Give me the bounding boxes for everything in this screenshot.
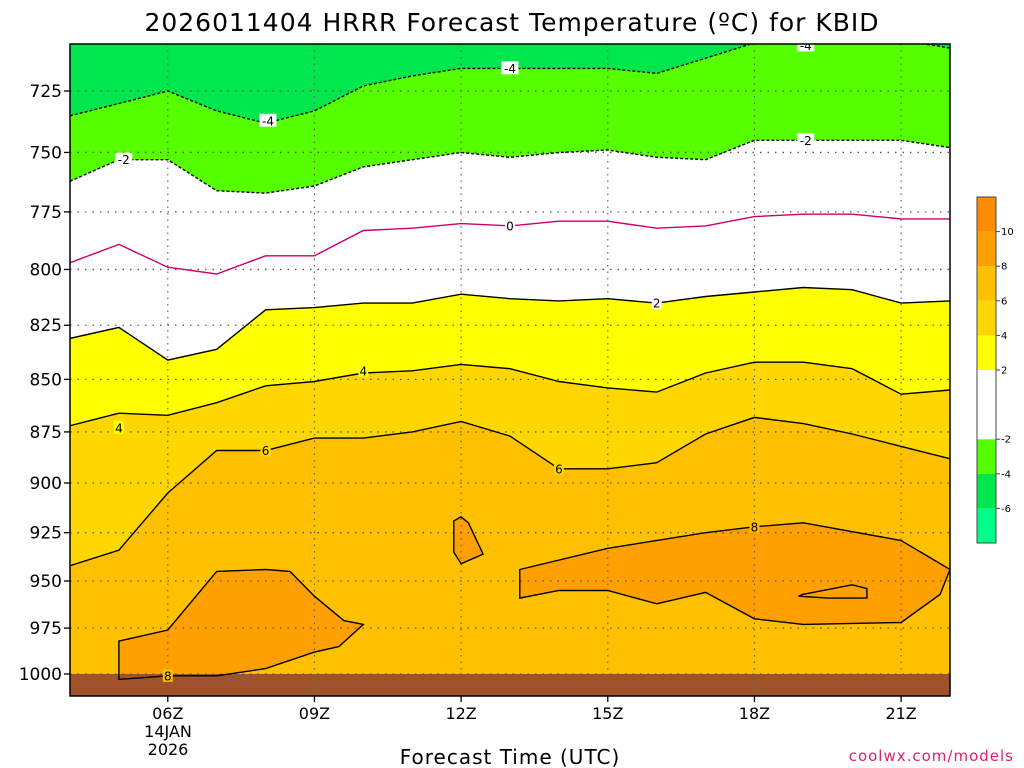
- colorbar-tick-label--6: -6: [1001, 504, 1011, 515]
- y-tick-label-950: 950: [30, 572, 62, 592]
- date-label-day: 14JAN: [144, 722, 192, 741]
- isotherm-6C: [70, 416, 950, 567]
- y-tick-label-725: 725: [30, 82, 62, 102]
- contour-label-2: -4: [800, 39, 812, 53]
- x-tick-label-18Z: 18Z: [739, 704, 770, 723]
- contour-label-1: -4: [262, 114, 274, 128]
- contour-label-8: 4: [360, 364, 368, 378]
- temperature-fill-layers: [70, 44, 950, 696]
- x-tick-label-06Z: 06Z: [152, 704, 183, 723]
- contour-label-bg: [260, 443, 271, 457]
- contour-label-9: 6: [262, 444, 270, 458]
- colorbar-tick-label--2: -2: [1001, 435, 1011, 446]
- plot-frame: [69, 43, 951, 697]
- contour-label-3: -2: [118, 153, 130, 167]
- contour-label-bg: [115, 152, 133, 166]
- contour-label-5: 0: [506, 219, 514, 233]
- contour-label-bg: [797, 44, 815, 52]
- x-axis-label: Forecast Time (UTC): [400, 745, 621, 768]
- isotherm-2C: [70, 286, 950, 361]
- colorbar-tick-label--4: -4: [1001, 469, 1011, 480]
- contour-labels: -4 -4 -4 -2 -2 0 2 4 4 6 6 8 8: [113, 39, 815, 683]
- contour-label-bg: [797, 133, 815, 147]
- contour-label-4: -2: [800, 134, 812, 148]
- fill-warm-pocket-2: [519, 522, 950, 625]
- x-tick-label-15Z: 15Z: [592, 704, 623, 723]
- contour-label-12: 8: [164, 669, 172, 683]
- contour-label-11: 8: [751, 520, 759, 534]
- contour-label-bg: [113, 420, 124, 434]
- surface-ground: [70, 674, 950, 696]
- colorbar-tick-label-2: 2: [1001, 366, 1007, 377]
- contour-label-7: 4: [115, 421, 123, 435]
- y-tick-label-925: 925: [30, 524, 62, 544]
- y-tick-label-850: 850: [30, 370, 62, 390]
- y-tick-label-750: 750: [30, 143, 62, 163]
- contour-label-0: -4: [504, 62, 516, 76]
- y-tick-label-775: 775: [30, 203, 62, 223]
- contour-label-6: 2: [653, 297, 661, 311]
- plot-area: -4 -4 -4 -2 -2 0 2 4 4 6 6 8 8: [70, 39, 950, 696]
- color-legend: -6 -4 -2 2 4 6 8 10: [976, 196, 1014, 544]
- colorbar-bin--4-to--2: [977, 439, 996, 474]
- y-axis-pressure: 725 750 775 800 825 850 875 900 925 950 975 1000: [19, 82, 70, 685]
- colorbar-bin--6-to--4: [977, 473, 996, 509]
- colorbar-bin-2-to-4: [977, 335, 996, 370]
- y-tick-label-875: 875: [30, 423, 62, 443]
- dotted-grid: [70, 44, 950, 696]
- contour-label-10: 6: [555, 462, 563, 476]
- colorbar-tick-label-4: 4: [1001, 331, 1007, 342]
- isotherm-8C-closed-6: [118, 568, 365, 681]
- contour-label-bg: [749, 519, 760, 533]
- fill-warm-pocket-0: [118, 569, 364, 680]
- source-credit: coolwx.com/models: [849, 747, 1014, 765]
- colorbar-tick-label-10: 10: [1001, 227, 1014, 238]
- isotherm-8C-closed-7: [453, 516, 485, 565]
- colorbar-bin-4-to-6: [977, 300, 996, 336]
- x-tick-label-09Z: 09Z: [299, 704, 330, 723]
- y-tick-label-825: 825: [30, 316, 62, 336]
- fill-warm-pocket-3: [798, 584, 867, 599]
- contour-label-bg: [505, 218, 515, 232]
- chart-title: 2026011404 HRRR Forecast Temperature (ºC…: [144, 8, 879, 37]
- y-tick-label-975: 975: [30, 619, 62, 639]
- y-tick-label-900: 900: [30, 474, 62, 494]
- colorbar-bin--2-to-0: [977, 404, 996, 440]
- colorbar-bin-0-to-2: [977, 370, 996, 405]
- contour-label-bg: [501, 61, 519, 75]
- contour-label-bg: [651, 296, 662, 310]
- colorbar-bin-10-to-12: [977, 197, 996, 232]
- isotherm-8C-closed-9: [798, 584, 868, 599]
- y-tick-label-1000: 1000: [19, 665, 62, 685]
- date-label-year: 2026: [148, 740, 189, 759]
- colorbar-tick-label-8: 8: [1001, 262, 1007, 273]
- colorbar-bin-6-to-8: [977, 266, 996, 301]
- x-tick-label-12Z: 12Z: [445, 704, 476, 723]
- colorbar-bin-8-to-10: [977, 231, 996, 267]
- y-tick-label-800: 800: [30, 260, 62, 280]
- isotherm-8C-closed-8: [519, 522, 950, 626]
- contour-label-bg: [553, 461, 564, 475]
- contour-label-bg: [259, 113, 277, 127]
- isotherm-4C: [70, 361, 950, 427]
- colorbar-tick-label-6: 6: [1001, 296, 1007, 307]
- x-axis-time: 06Z 09Z 12Z 15Z 18Z 21Z: [152, 696, 917, 723]
- contour-label-bg: [162, 668, 173, 682]
- colorbar-bin--8-to--6: [977, 508, 996, 543]
- contour-label-bg: [358, 363, 369, 377]
- x-tick-label-21Z: 21Z: [885, 704, 916, 723]
